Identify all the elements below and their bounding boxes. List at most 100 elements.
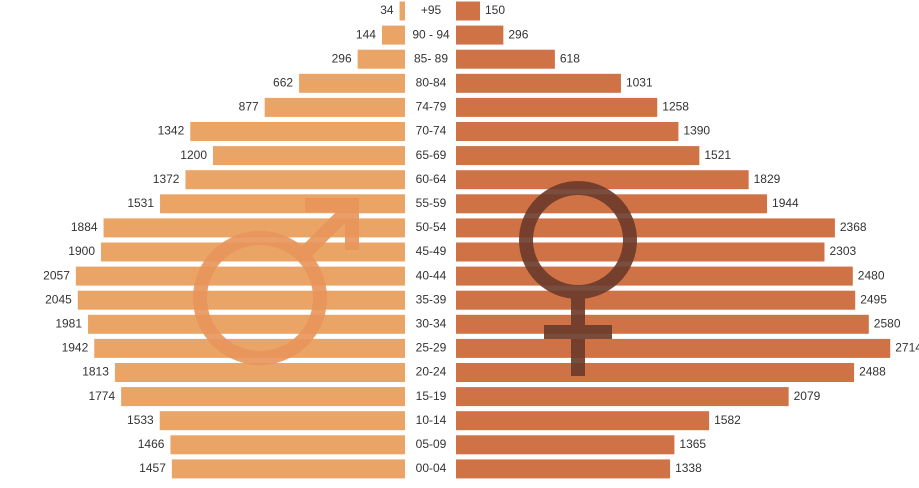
male-bar	[213, 146, 405, 166]
female-bar	[456, 218, 835, 238]
value-label: 34	[380, 3, 394, 17]
female-bar	[456, 1, 480, 21]
age-label: 55-59	[416, 196, 447, 210]
female-bar	[456, 97, 658, 117]
value-label: 1981	[55, 316, 82, 330]
male-bar	[75, 266, 405, 286]
age-label: 74-79	[416, 100, 447, 114]
value-label: 144	[356, 27, 376, 41]
male-bar	[121, 387, 405, 407]
value-label: 1813	[82, 365, 109, 379]
male-bar	[190, 122, 405, 141]
female-bar	[456, 146, 700, 166]
age-label: 65-69	[416, 148, 447, 162]
male-bar	[101, 242, 405, 262]
male-bar	[170, 435, 405, 455]
female-bar	[456, 290, 856, 310]
female-bar	[456, 49, 555, 69]
value-label: 1533	[127, 413, 154, 427]
value-label: 2580	[874, 316, 901, 330]
age-label: 90 - 94	[412, 27, 450, 41]
value-label: 2495	[860, 292, 887, 306]
value-label: 618	[560, 51, 580, 65]
value-label: 2480	[858, 268, 885, 282]
age-label: 85- 89	[414, 51, 448, 65]
value-label: 1900	[68, 244, 95, 258]
male-arrow-shaft	[298, 203, 355, 260]
age-label: 80-84	[416, 75, 447, 89]
value-label: 296	[332, 51, 352, 65]
male-bar	[185, 170, 405, 190]
value-label: 1884	[71, 220, 98, 234]
male-bar	[114, 363, 406, 382]
female-bar	[456, 411, 710, 431]
female-bar	[456, 387, 789, 407]
female-bar	[456, 363, 855, 382]
male-bar	[399, 1, 405, 21]
age-label: 45-49	[416, 244, 447, 258]
female-bar	[456, 266, 853, 286]
value-label: 1944	[772, 196, 799, 210]
value-label: 1774	[88, 389, 115, 403]
age-label: 30-34	[416, 316, 447, 330]
value-label: 877	[239, 100, 259, 114]
value-label: 2303	[829, 244, 856, 258]
female-bar	[456, 170, 749, 190]
age-label: 35-39	[416, 292, 447, 306]
value-label: 296	[508, 27, 528, 41]
value-label: 662	[273, 75, 293, 89]
female-bar	[456, 459, 671, 479]
female-bar	[456, 73, 621, 93]
value-label: 1031	[626, 75, 653, 89]
female-bar	[456, 25, 504, 45]
age-label: 50-54	[416, 220, 447, 234]
female-symbol	[519, 181, 637, 376]
female-bar	[456, 314, 869, 334]
value-label: 1365	[679, 437, 706, 451]
male-circle	[193, 231, 327, 365]
value-label: 1531	[127, 196, 154, 210]
age-label: 20-24	[416, 365, 447, 379]
age-label: 05-09	[416, 437, 447, 451]
age-label: 60-64	[416, 172, 447, 186]
value-label: 1466	[138, 437, 165, 451]
bars	[75, 1, 891, 479]
value-label: 1521	[704, 148, 731, 162]
value-label: 2045	[45, 292, 72, 306]
value-label: 1390	[683, 124, 710, 138]
male-arrow-head	[305, 198, 359, 250]
male-bar	[357, 49, 405, 69]
value-label: 150	[485, 3, 505, 17]
value-label: 2079	[794, 389, 821, 403]
value-label: 2057	[43, 268, 70, 282]
male-bar	[381, 25, 405, 45]
value-label: 1372	[153, 172, 180, 186]
male-bar	[77, 290, 406, 310]
male-bar	[299, 73, 405, 93]
value-label: 1942	[62, 341, 89, 355]
value-label: 1582	[714, 413, 741, 427]
female-bar	[456, 242, 825, 262]
male-symbol	[193, 198, 359, 365]
male-bar	[88, 314, 405, 334]
female-bar	[456, 122, 679, 141]
value-label: 1200	[180, 148, 207, 162]
age-label: 25-29	[416, 341, 447, 355]
value-label: 1457	[139, 461, 166, 475]
male-bar	[159, 411, 405, 431]
value-label: 1338	[675, 461, 702, 475]
value-label: 1258	[662, 100, 689, 114]
male-bar	[171, 459, 405, 479]
age-label: 15-19	[416, 389, 447, 403]
age-label: +95	[421, 3, 442, 17]
female-bar	[456, 435, 675, 455]
age-label: 40-44	[416, 268, 447, 282]
male-bar	[160, 194, 405, 214]
male-bar	[264, 97, 405, 117]
value-label: 2488	[859, 365, 886, 379]
value-label: 1829	[754, 172, 781, 186]
age-label: 70-74	[416, 124, 447, 138]
value-label: 2714	[895, 341, 919, 355]
age-label: 10-14	[416, 413, 447, 427]
